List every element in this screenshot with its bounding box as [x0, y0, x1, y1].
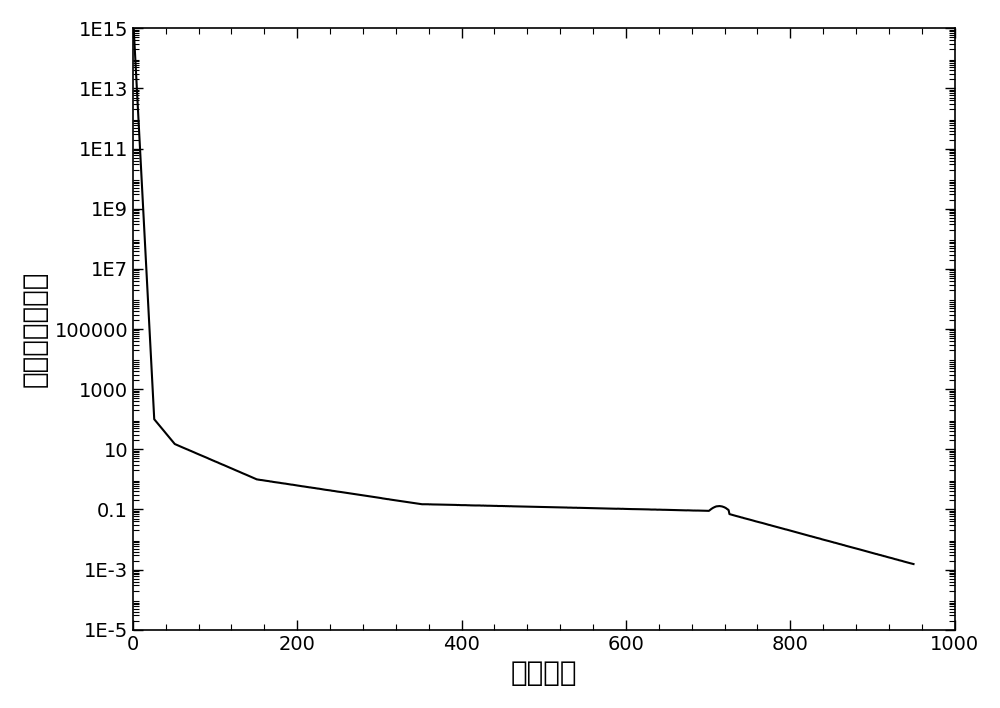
- X-axis label: 进化代数: 进化代数: [510, 659, 577, 687]
- Y-axis label: 平均最优函数值: 平均最优函数值: [21, 271, 49, 387]
